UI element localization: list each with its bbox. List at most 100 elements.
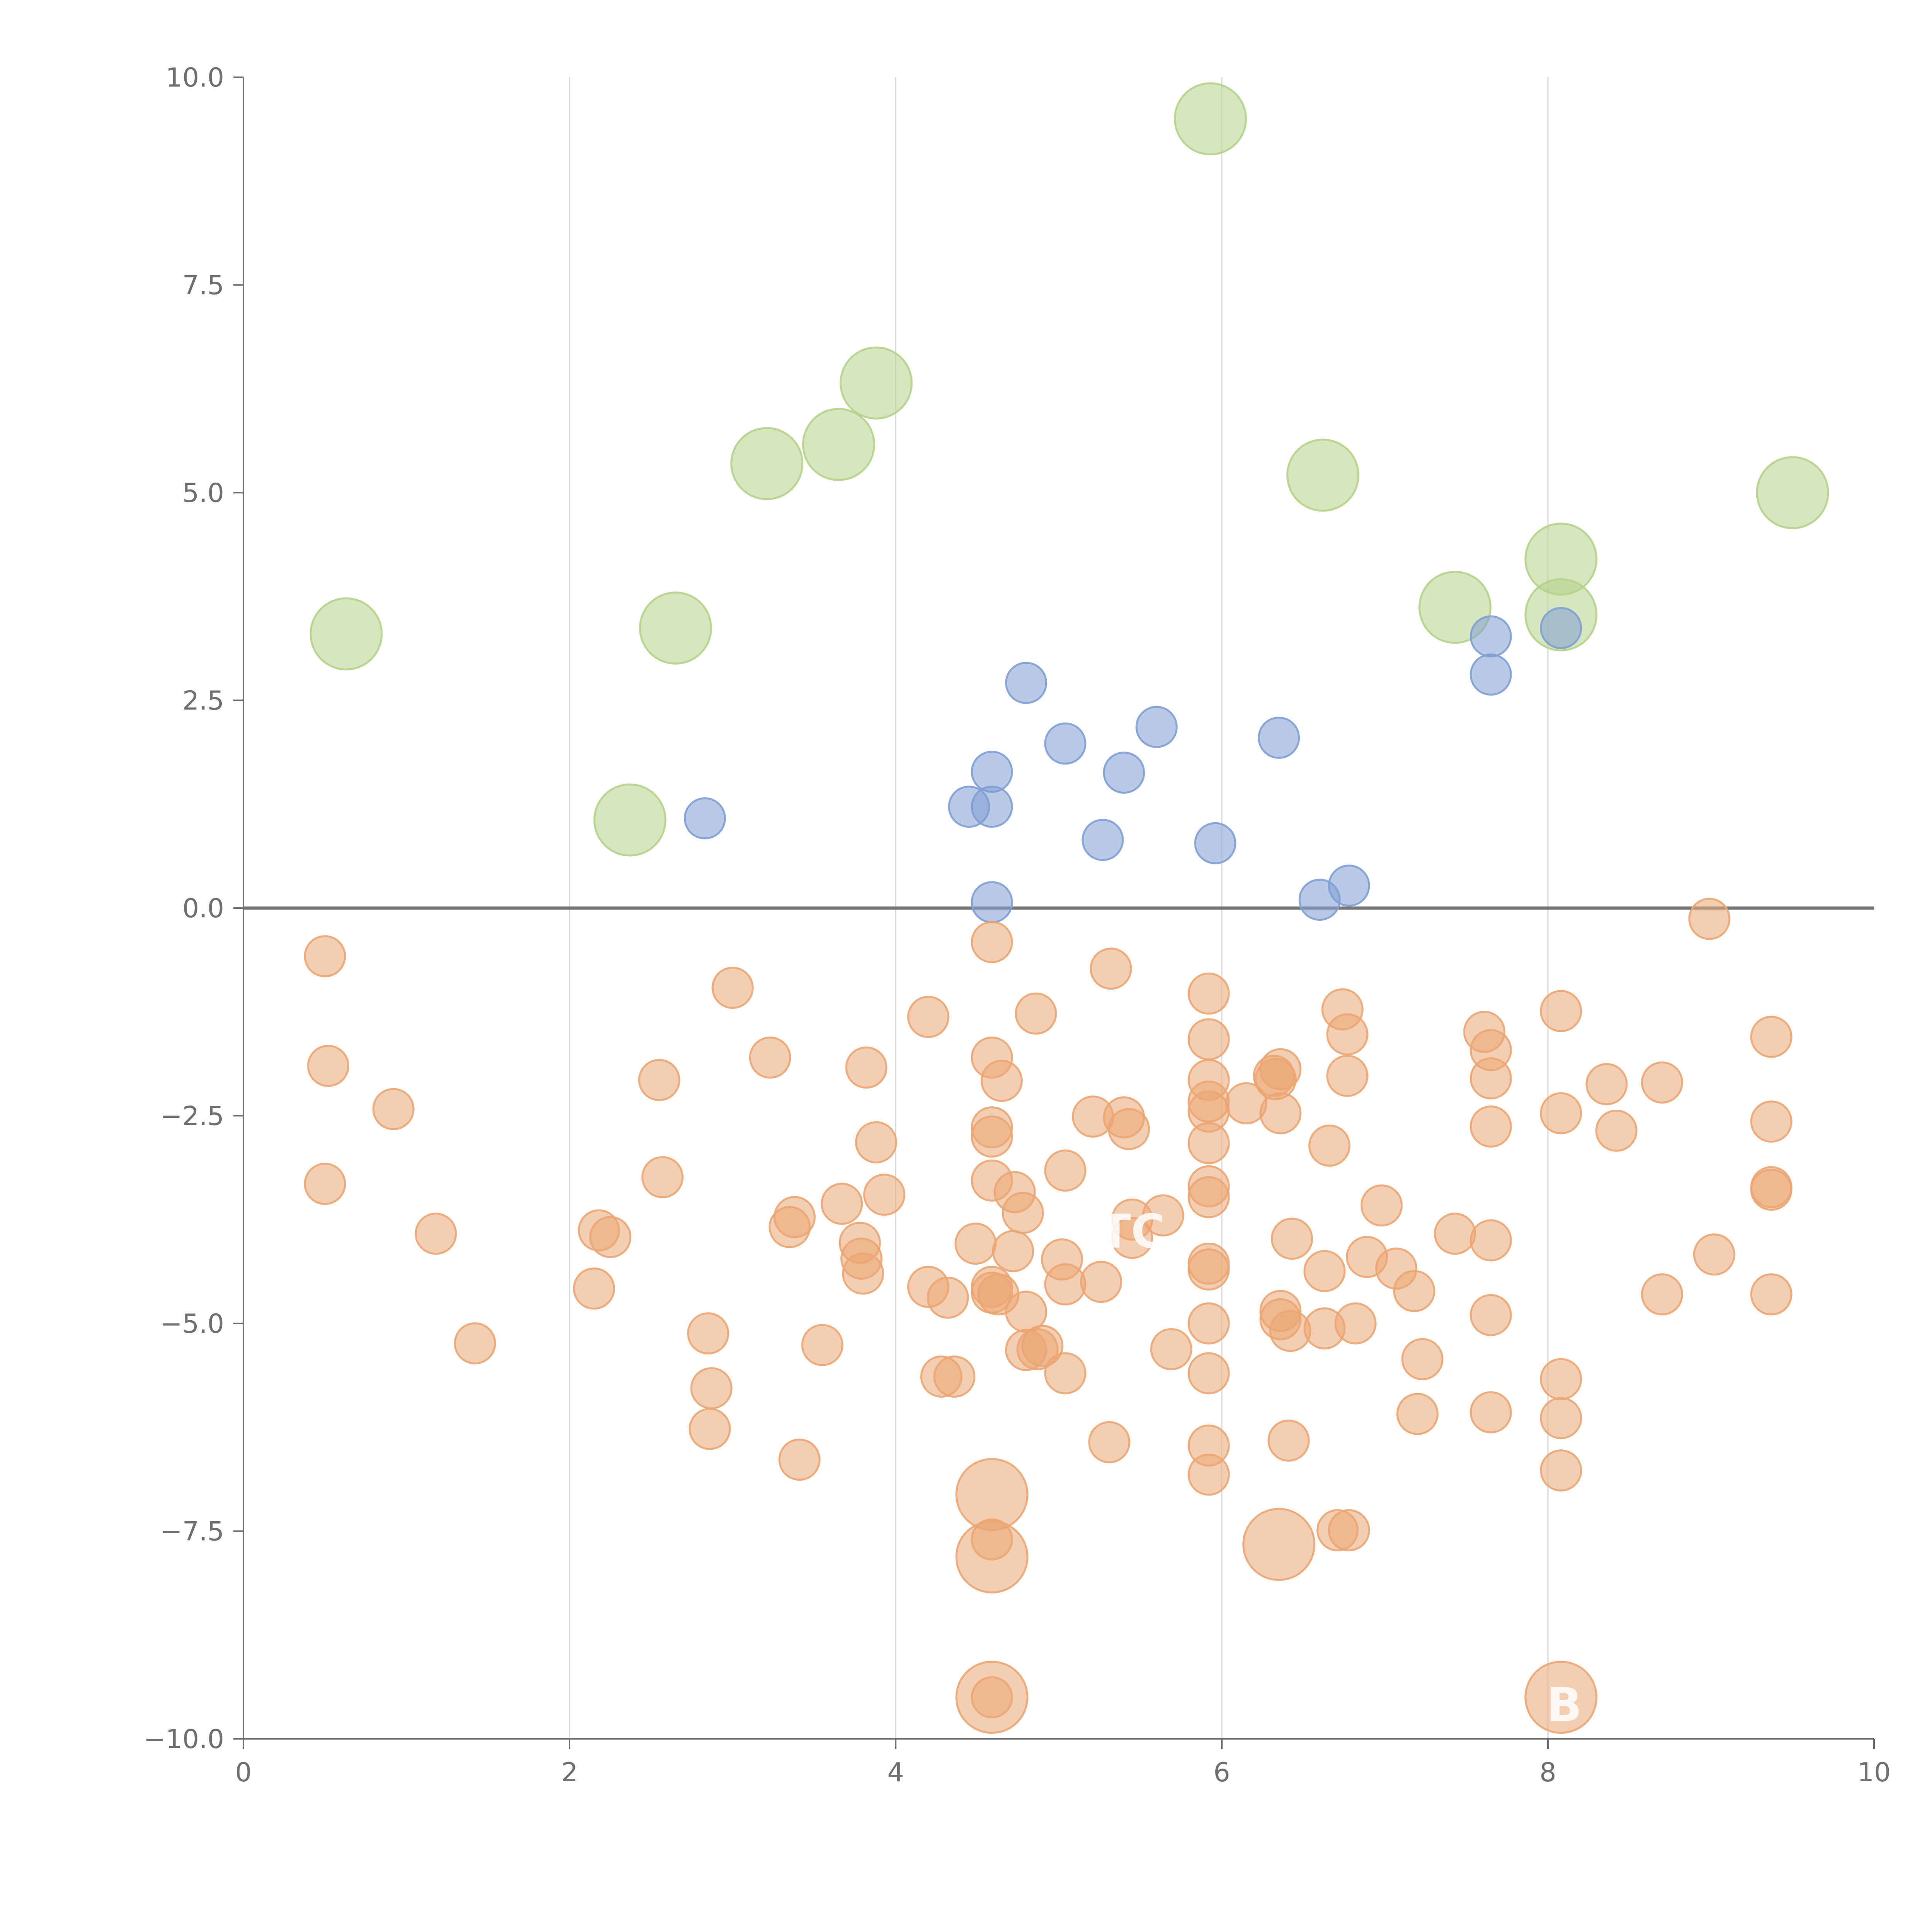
- point-blue-1-0: [1005, 662, 1048, 704]
- y-tick-label-4: 0.0: [182, 893, 224, 924]
- point-green-0-10: [310, 597, 383, 670]
- y-tick-label-1: 7.5: [182, 270, 224, 301]
- point-orange-2-26: [863, 1173, 905, 1216]
- point-orange-2-82: [1259, 1092, 1302, 1134]
- point-green-0-5: [1756, 456, 1829, 529]
- data-points: [304, 82, 1829, 1734]
- point-orange-2-107: [1469, 1105, 1512, 1148]
- point-orange-2-5: [454, 1322, 496, 1365]
- point-blue-1-1: [1044, 722, 1087, 765]
- point-orange-2-123: [1750, 1100, 1793, 1143]
- point-orange-2-119: [1641, 1273, 1683, 1316]
- point-orange-2-109: [1469, 1294, 1512, 1336]
- point-blue-1-8: [684, 797, 726, 840]
- point-orange-2-120: [1688, 898, 1731, 940]
- point-green-0-9: [639, 591, 712, 665]
- point-orange-2-61: [1111, 1217, 1153, 1259]
- point-orange-2-36: [971, 1115, 1013, 1158]
- point-orange-2-27: [907, 996, 949, 1038]
- point-orange-3-1: [955, 1520, 1029, 1594]
- y-tick-label-6: −5.0: [160, 1309, 224, 1339]
- point-orange-2-55: [1080, 1261, 1122, 1303]
- point-orange-2-122: [1750, 1015, 1793, 1058]
- x-tick-label-3: 6: [1213, 1757, 1230, 1788]
- point-orange-2-13: [687, 1312, 730, 1355]
- point-orange-2-101: [1396, 1393, 1439, 1435]
- point-orange-2-88: [1303, 1250, 1346, 1293]
- point-orange-2-113: [1540, 1358, 1582, 1400]
- point-orange-2-7: [589, 1216, 631, 1258]
- point-orange-2-18: [778, 1439, 821, 1481]
- point-orange-2-59: [1108, 1108, 1150, 1150]
- annotation-0: TC: [1099, 1205, 1165, 1259]
- point-orange-2-10: [641, 1156, 684, 1199]
- annotation-1: B: [1546, 1679, 1582, 1732]
- point-orange-2-41: [980, 1060, 1023, 1102]
- point-orange-2-2: [372, 1088, 415, 1130]
- point-orange-2-9: [638, 1059, 680, 1101]
- point-orange-2-111: [1540, 990, 1582, 1032]
- point-orange-2-114: [1540, 1397, 1582, 1439]
- point-blue-1-10: [1194, 822, 1236, 864]
- point-orange-2-93: [1326, 1054, 1369, 1097]
- point-orange-2-49: [1021, 1325, 1064, 1367]
- point-orange-2-24: [845, 1046, 888, 1089]
- point-orange-2-115: [1540, 1449, 1582, 1492]
- point-orange-2-98: [1361, 1184, 1403, 1227]
- point-orange-2-102: [1401, 1338, 1444, 1380]
- point-orange-2-69: [1187, 1122, 1230, 1164]
- point-orange-2-1: [307, 1045, 349, 1087]
- point-orange-2-95: [1328, 1509, 1370, 1551]
- point-blue-1-7: [971, 786, 1013, 828]
- x-tick-label-0: 0: [235, 1757, 252, 1788]
- point-orange-2-117: [1595, 1109, 1638, 1152]
- point-orange-2-17: [769, 1206, 811, 1248]
- point-orange-2-77: [1187, 1453, 1230, 1496]
- point-orange-2-20: [821, 1182, 863, 1225]
- point-orange-2-100: [1393, 1270, 1435, 1312]
- y-tick-label-5: −2.5: [160, 1101, 224, 1132]
- point-orange-2-8: [573, 1267, 615, 1310]
- y-tick-label-2: 5.0: [182, 478, 224, 509]
- point-orange-2-14: [690, 1367, 733, 1410]
- point-blue-1-2: [1135, 706, 1178, 748]
- axes: 10.0 7.5 5.0 2.5 0.0 −2.5 −5.0 −7.5 −10.0 0 2 4 6 8 10: [144, 63, 1891, 1788]
- annotations: TC B: [1099, 1205, 1582, 1733]
- point-blue-1-12: [1298, 879, 1341, 921]
- point-orange-2-108: [1469, 1219, 1512, 1262]
- point-orange-2-110: [1469, 1391, 1512, 1434]
- point-orange-2-53: [1044, 1149, 1087, 1192]
- point-orange-2-90: [1308, 1124, 1350, 1167]
- point-orange-2-11: [711, 966, 754, 1009]
- point-orange-2-52: [1044, 1352, 1087, 1395]
- point-orange-2-74: [1187, 1302, 1230, 1345]
- point-green-0-3: [730, 427, 804, 500]
- point-orange-2-103: [1434, 1213, 1476, 1255]
- point-orange-2-25: [855, 1121, 897, 1163]
- point-blue-1-13: [971, 881, 1013, 923]
- point-orange-3-0: [955, 1458, 1029, 1531]
- point-green-0-2: [802, 408, 875, 481]
- point-orange-2-85: [1271, 1218, 1313, 1260]
- point-blue-1-5: [1103, 752, 1145, 794]
- point-orange-2-33: [971, 921, 1013, 963]
- point-orange-2-73: [1187, 1248, 1230, 1291]
- point-orange-2-31: [933, 1355, 976, 1398]
- y-tick-label-8: −10.0: [144, 1724, 224, 1755]
- y-tick-label-7: −7.5: [160, 1517, 224, 1547]
- point-orange-2-0: [304, 935, 346, 978]
- point-orange-2-29: [927, 1276, 969, 1319]
- point-orange-2-47: [1015, 992, 1057, 1035]
- point-orange-2-112: [1540, 1092, 1582, 1134]
- point-orange-2-43: [992, 1230, 1034, 1272]
- x-tick-label-5: 10: [1857, 1757, 1891, 1788]
- point-orange-2-116: [1585, 1063, 1628, 1105]
- point-orange-2-23: [842, 1252, 884, 1295]
- point-orange-3-4: [1524, 1661, 1598, 1734]
- point-green-0-11: [593, 783, 667, 857]
- point-orange-2-118: [1641, 1061, 1683, 1104]
- point-orange-2-32: [954, 1223, 997, 1265]
- point-orange-2-92: [1326, 1013, 1369, 1056]
- point-blue-1-16: [1540, 607, 1582, 649]
